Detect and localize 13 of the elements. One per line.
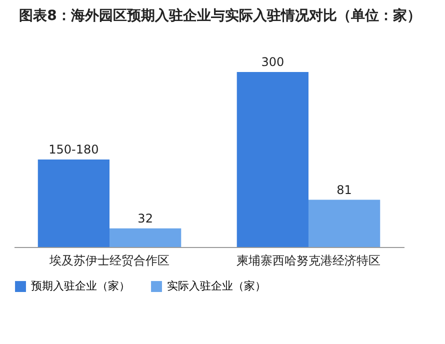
bar bbox=[110, 228, 182, 247]
x-tick-label: 柬埔寨西哈努克港经济特区 bbox=[236, 254, 380, 268]
legend-label: 预期入驻企业（家） bbox=[31, 280, 130, 293]
chart-title: 图表8：海外园区预期入驻企业与实际入驻情况对比（单位：家） bbox=[18, 6, 422, 26]
data-label: 32 bbox=[138, 211, 153, 226]
x-tick-label: 埃及苏伊士经贸合作区 bbox=[48, 254, 170, 268]
data-label: 300 bbox=[261, 55, 284, 69]
data-label: 150-180 bbox=[48, 142, 99, 156]
bar bbox=[308, 200, 380, 247]
bar bbox=[236, 72, 308, 247]
legend-label: 实际入驻企业（家） bbox=[167, 280, 266, 293]
data-label: 81 bbox=[336, 182, 352, 197]
bar bbox=[38, 160, 110, 247]
